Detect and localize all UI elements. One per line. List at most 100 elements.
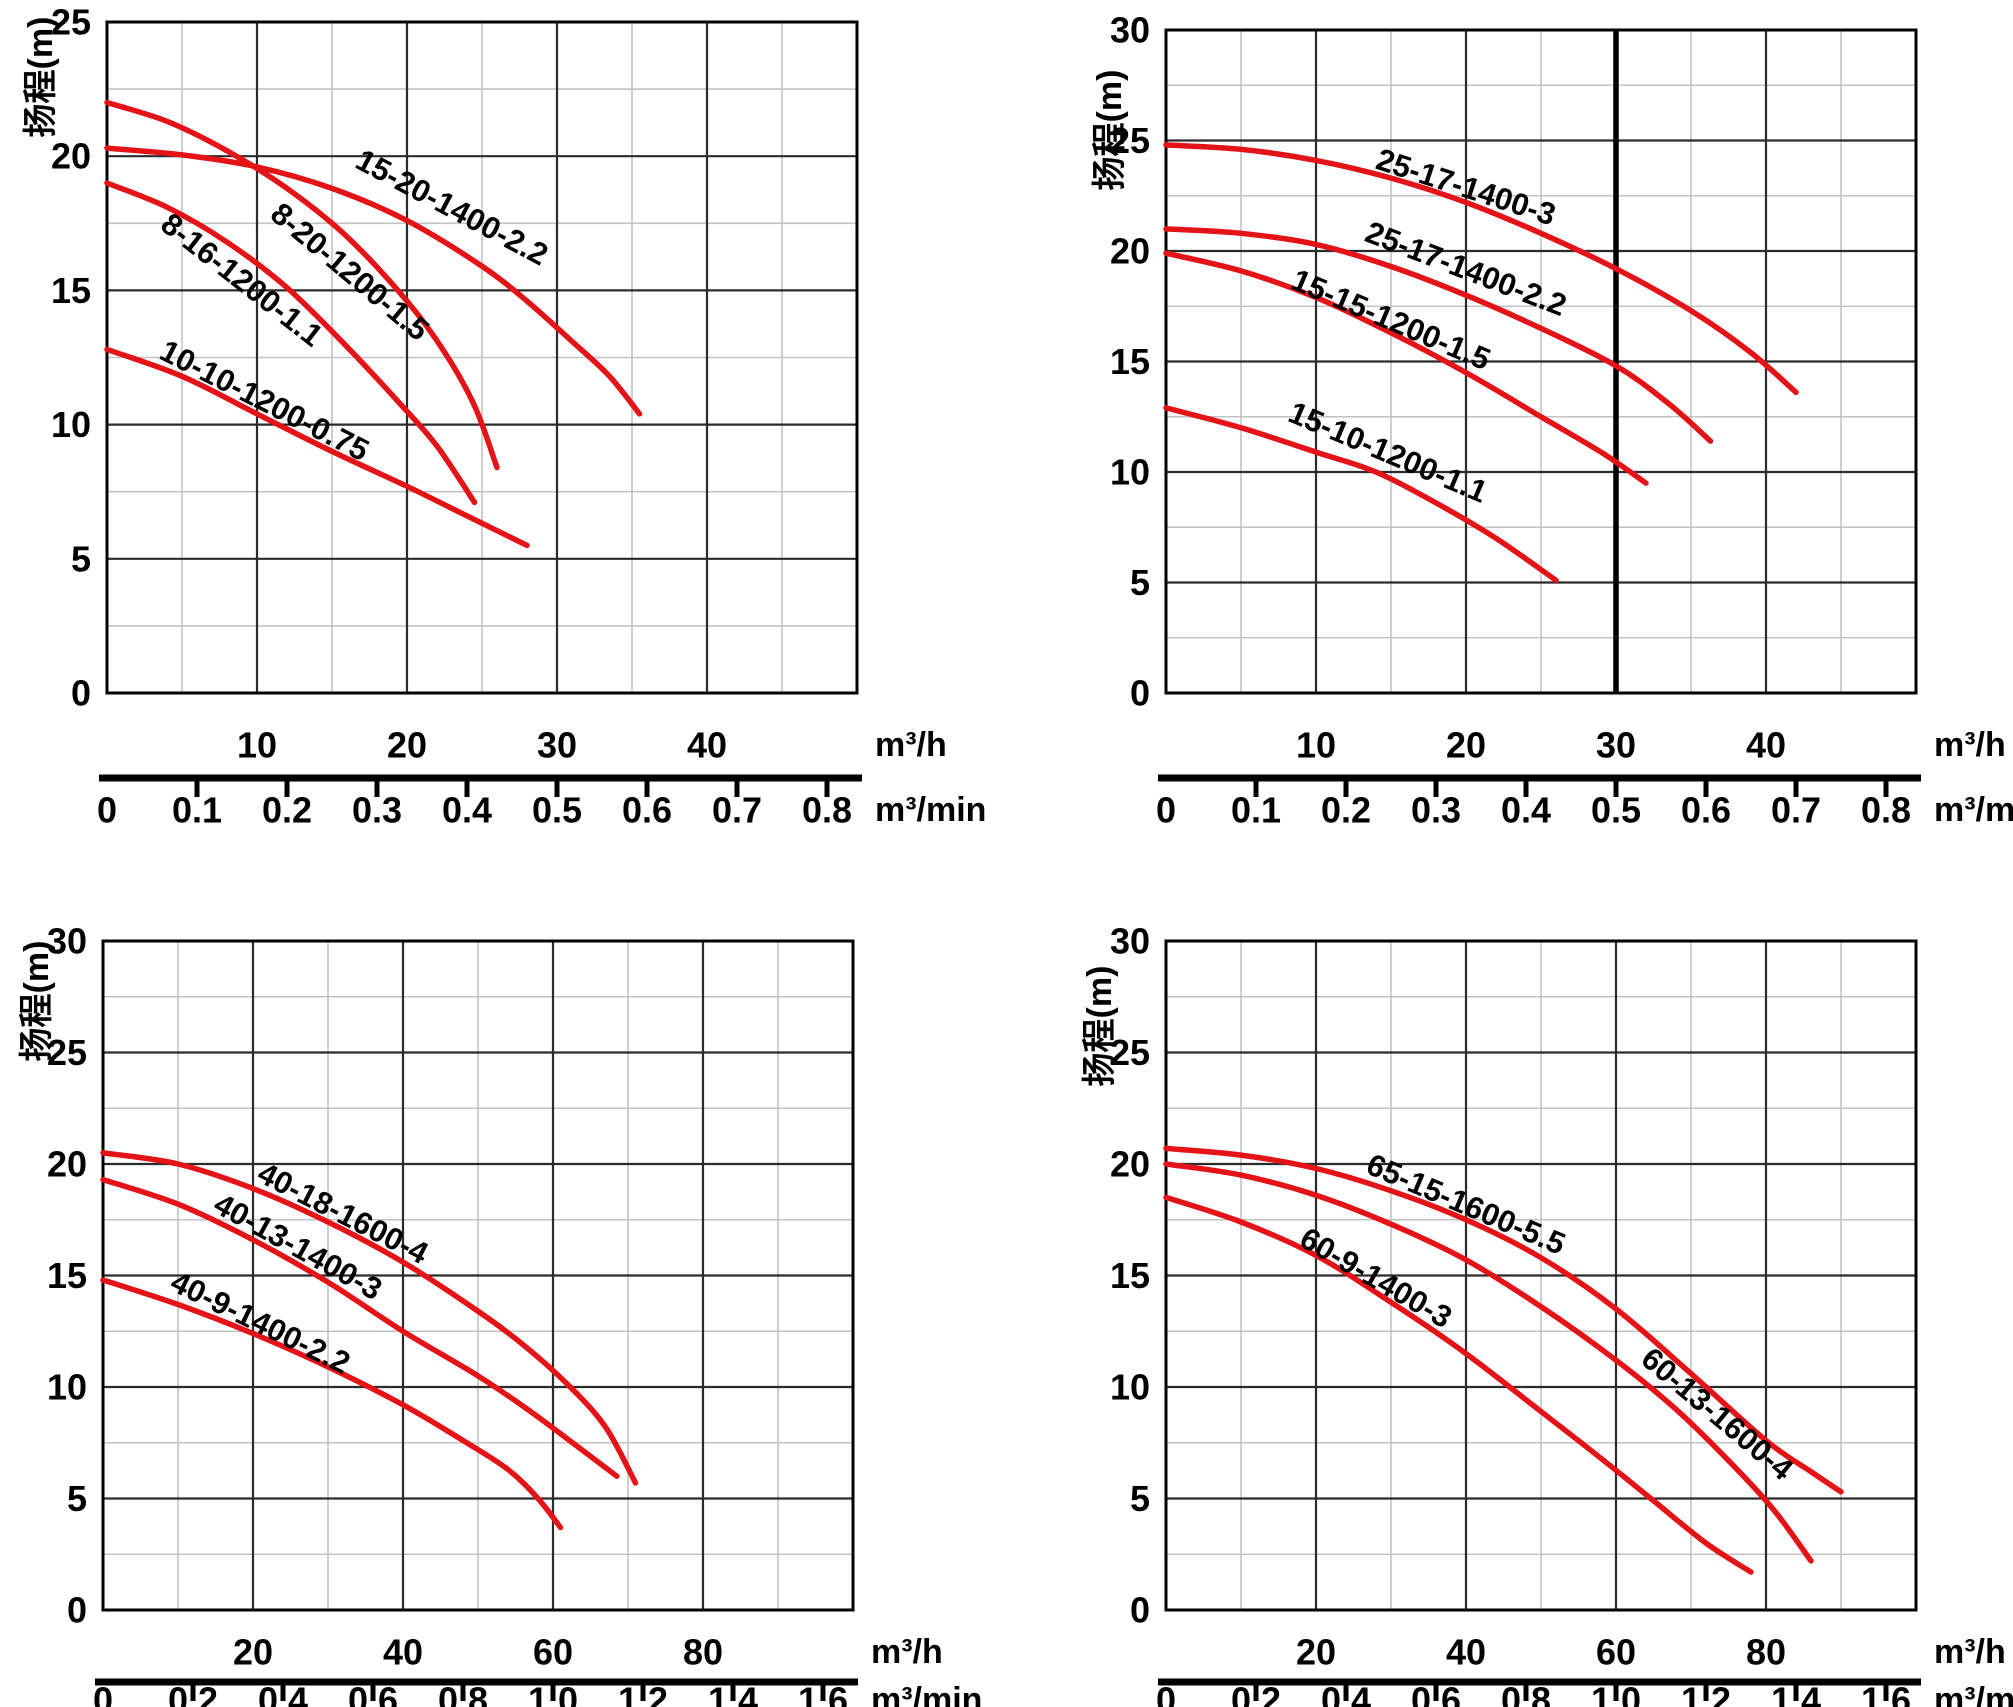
y-tick-label: 0 — [67, 1590, 87, 1631]
x-tick-label-h: 30 — [537, 725, 577, 766]
y-tick-label: 30 — [1110, 921, 1150, 962]
x-tick-label-min: 0.6 — [1411, 1680, 1461, 1707]
x-tick-label-min: 0.5 — [532, 790, 582, 831]
x-tick-label-min: 1.2 — [1681, 1680, 1731, 1707]
x-tick-label-min: 0.6 — [348, 1680, 398, 1707]
curve-label: 60-13-1600-4 — [1635, 1341, 1801, 1488]
y-tick-label: 5 — [1130, 562, 1150, 603]
x-tick-label-min: 1.6 — [798, 1680, 848, 1707]
y-tick-label: 5 — [1130, 1478, 1150, 1519]
x-tick-label-min: 1.4 — [1771, 1680, 1821, 1707]
x-tick-label-min: 1.2 — [618, 1680, 668, 1707]
x-tick-label-min: 0.3 — [1411, 790, 1461, 831]
y-tick-label: 20 — [47, 1144, 87, 1185]
y-tick-label: 25 — [51, 2, 91, 43]
x-tick-label-h: 10 — [1296, 725, 1336, 766]
y-tick-label: 25 — [47, 1032, 87, 1073]
x-tick-label-min: 1.0 — [1591, 1680, 1641, 1707]
y-tick-label: 25 — [1110, 120, 1150, 161]
x-tick-label-h: 30 — [1596, 725, 1636, 766]
x-tick-label-min: 0.2 — [1321, 790, 1371, 831]
curve-8-16-1200-1.1 — [104, 180, 478, 506]
y-tick-label: 10 — [51, 404, 91, 445]
y-tick-label: 0 — [1130, 1590, 1150, 1631]
plot-border — [101, 939, 855, 1612]
x-tick-label-h: 20 — [1296, 1632, 1336, 1673]
curve-40-18-1600-4 — [100, 1150, 639, 1486]
x-tick-label-min: 0.8 — [438, 1680, 488, 1707]
y-tick-label: 10 — [47, 1367, 87, 1408]
x-tick-label-min: 0.7 — [1771, 790, 1821, 831]
curve-15-10-1200-1.1 — [1163, 405, 1559, 584]
x-tick-label-h: 60 — [1596, 1632, 1636, 1673]
y-tick-label: 0 — [71, 673, 91, 714]
x-tick-label-min: 0.5 — [1591, 790, 1641, 831]
curve-60-13-1600-4 — [1163, 1161, 1814, 1564]
x-tick-label-min: 0.8 — [802, 790, 852, 831]
x-tick-label-h: 40 — [1446, 1632, 1486, 1673]
pump-curve-chart-bottom-right: 0 5 10 15 20 25 30 扬程(m) 20 40 60 80 m³/h 0 0.2 0.4 0.6 0… — [1081, 921, 2013, 1707]
x-tick-label-h: 20 — [387, 725, 427, 766]
curve-15-15-1200-1.5 — [1163, 250, 1649, 486]
pump-curve-chart-top-right: 0 5 10 15 20 25 30 扬程(m) 10 20 30 40 m³/h 0 0.1 0.2 0.3 0… — [1091, 10, 2013, 831]
x-tick-label-min: 0.6 — [622, 790, 672, 831]
y-tick-label: 30 — [1110, 10, 1150, 51]
x-tick-label-h: 60 — [533, 1632, 573, 1673]
curve-label: 60-9-1400-3 — [1294, 1220, 1458, 1335]
y-tick-label: 20 — [51, 136, 91, 177]
x-axis-unit-h: m³/h — [1934, 726, 2006, 764]
curve-40-9-1400-2.2 — [100, 1277, 564, 1531]
x-tick-label-h: 10 — [237, 725, 277, 766]
y-tick-label: 20 — [1110, 1144, 1150, 1185]
curve-25-17-1400-2.2 — [1163, 226, 1714, 444]
y-tick-label: 5 — [67, 1478, 87, 1519]
x-tick-label-min: 0 — [97, 790, 117, 831]
x-tick-label-min: 0.6 — [1681, 790, 1731, 831]
y-tick-label: 20 — [1110, 231, 1150, 272]
x-tick-label-min: 0.2 — [168, 1680, 218, 1707]
curve-label: 10-10-1200-0.75 — [154, 333, 374, 468]
x-tick-label-min: 0.2 — [262, 790, 312, 831]
y-tick-label: 30 — [47, 921, 87, 962]
y-tick-label: 15 — [1110, 341, 1150, 382]
curve-65-15-1600-5.5 — [1163, 1145, 1844, 1495]
x-tick-label-h: 80 — [683, 1632, 723, 1673]
x-tick-label-min: 0.4 — [258, 1680, 308, 1707]
plot-border — [1164, 939, 1918, 1612]
y-tick-label: 0 — [1130, 673, 1150, 714]
y-axis-title: 扬程(m) — [22, 17, 60, 138]
y-tick-label: 25 — [1110, 1032, 1150, 1073]
x-tick-label-min: 1.0 — [528, 1680, 578, 1707]
x-tick-label-h: 20 — [1446, 725, 1486, 766]
x-tick-label-min: 0.4 — [442, 790, 492, 831]
y-tick-label: 15 — [47, 1255, 87, 1296]
y-tick-label: 10 — [1110, 1367, 1150, 1408]
y-tick-label: 5 — [71, 538, 91, 579]
x-tick-label-min: 0.8 — [1861, 790, 1911, 831]
x-axis-unit-min: m³/min — [871, 1681, 982, 1707]
x-axis-unit-min: m³/min — [1934, 1681, 2013, 1707]
y-tick-label: 15 — [51, 270, 91, 311]
x-tick-label-min: 0 — [1156, 1680, 1176, 1707]
y-axis-title: 扬程(m) — [18, 941, 56, 1062]
y-axis-title: 扬程(m) — [1091, 70, 1129, 191]
x-axis-unit-min: m³/min — [1934, 791, 2013, 829]
plot-border — [1164, 28, 1918, 695]
curve-60-9-1400-3 — [1163, 1194, 1754, 1575]
x-tick-label-h: 40 — [383, 1632, 423, 1673]
curve-10-10-1200-0.75 — [104, 346, 530, 549]
x-axis-unit-h: m³/h — [875, 726, 947, 764]
x-tick-label-min: 0 — [1156, 790, 1176, 831]
x-tick-label-min: 0.3 — [352, 790, 402, 831]
x-tick-label-min: 0 — [93, 1680, 113, 1707]
x-axis-unit-min: m³/min — [875, 791, 986, 829]
curve-40-13-1400-3 — [100, 1176, 620, 1479]
x-tick-label-min: 1.4 — [708, 1680, 758, 1707]
curve-25-17-1400-3 — [1163, 142, 1799, 396]
x-tick-label-h: 40 — [1746, 725, 1786, 766]
x-tick-label-min: 0.7 — [712, 790, 762, 831]
curve-8-20-1200-1.5 — [104, 99, 500, 471]
x-tick-label-min: 0.1 — [172, 790, 222, 831]
